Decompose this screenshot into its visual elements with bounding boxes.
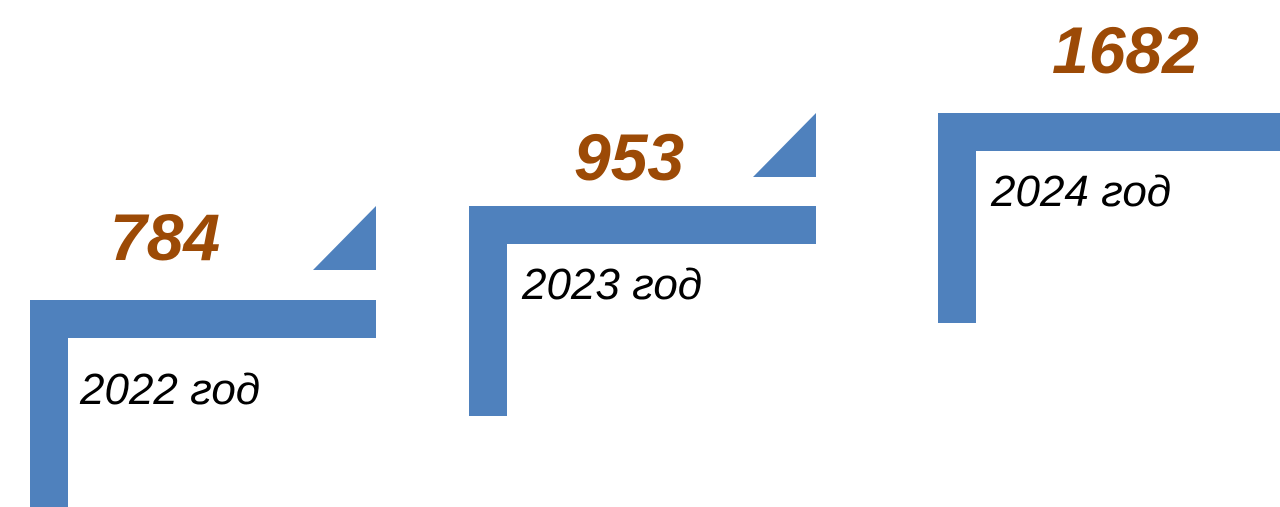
step-2024-year-label: 2024 год bbox=[991, 167, 1172, 216]
step-2023-vertical-bar bbox=[469, 206, 507, 416]
step-2022-year-label: 2022 год bbox=[80, 365, 261, 414]
step-2022-vertical-bar bbox=[30, 300, 68, 507]
step-2024-vertical-bar bbox=[938, 113, 976, 323]
step-2024-value: 1682 bbox=[1052, 13, 1199, 87]
step-2023-horizontal-bar bbox=[469, 206, 816, 244]
step-2022-horizontal-bar bbox=[30, 300, 376, 338]
step-2023-year-label: 2023 год bbox=[522, 260, 703, 309]
step-2024-horizontal-bar bbox=[938, 113, 1280, 151]
step-2022-value: 784 bbox=[110, 200, 221, 274]
step-2022-arrow-icon bbox=[313, 206, 376, 270]
step-2023-arrow-icon bbox=[753, 113, 816, 177]
step-2023-value: 953 bbox=[574, 120, 685, 194]
